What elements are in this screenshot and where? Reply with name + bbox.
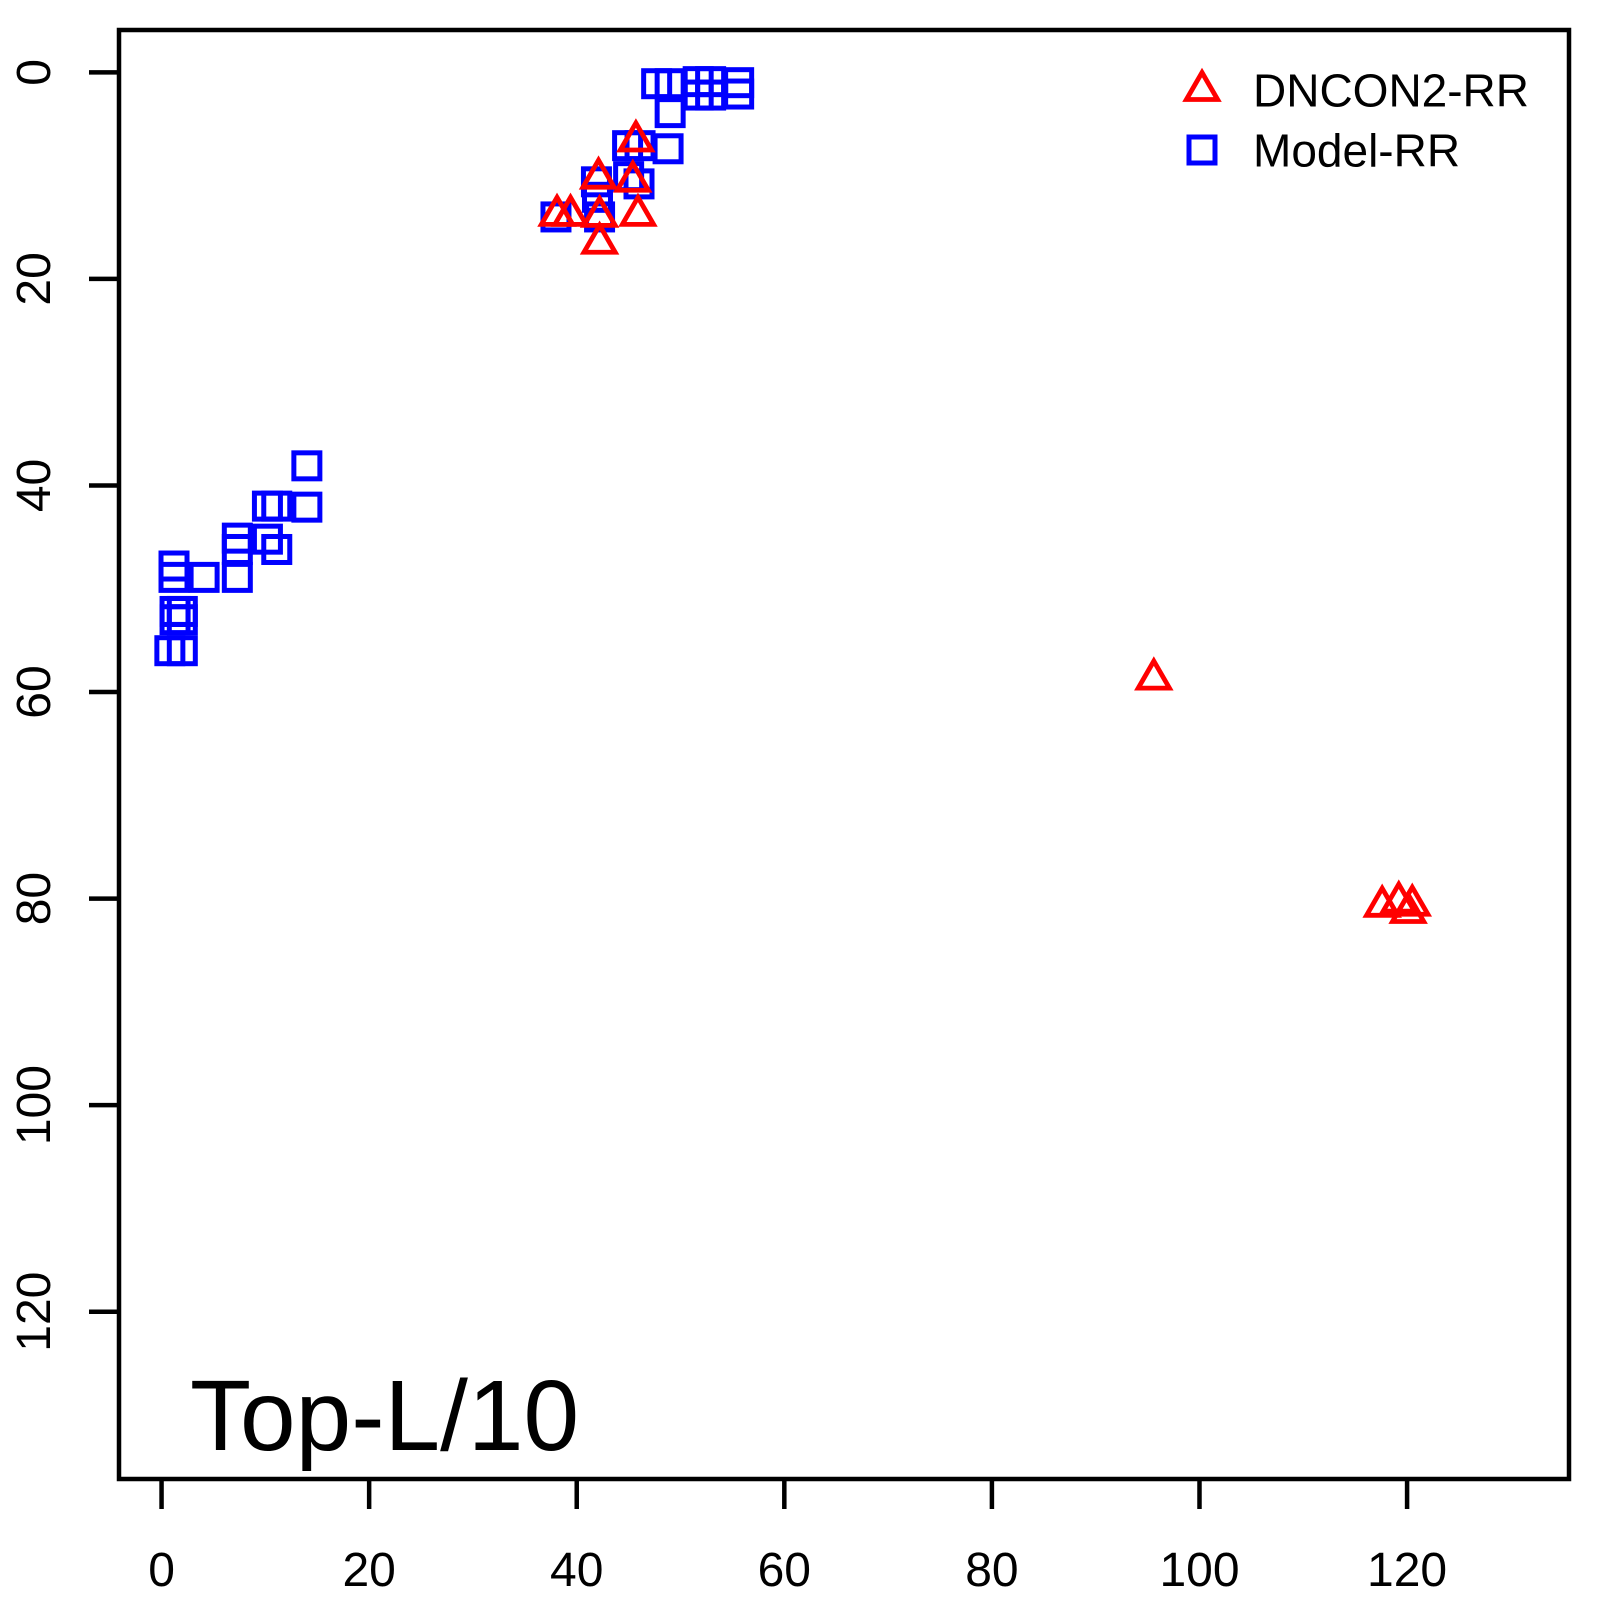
x-tick-label: 100 [1159,1544,1239,1597]
data-point-dncon2-rr [1388,889,1428,924]
data-point-model-rr [581,181,613,213]
data-point-model-rr [166,635,198,667]
data-point-model-rr [291,450,323,482]
y-tick-label: 20 [8,252,61,305]
x-tick-label: 0 [148,1544,175,1597]
y-tick-label: 100 [8,1065,61,1145]
x-axis: 0 20 40 60 80 100 120 [148,1479,1447,1597]
data-point-model-rr [159,595,191,627]
x-tick-label: 60 [758,1544,811,1597]
data-point-model-rr [221,561,253,593]
legend-item-model-rr: Model-RR [1186,125,1460,177]
data-points [154,66,1433,924]
data-point-dncon2-rr [616,118,656,153]
series-dncon2-rr [537,118,1433,924]
x-tick-label: 80 [965,1544,1018,1597]
data-point-dncon2-rr [613,158,653,193]
data-point-dncon2-rr [550,192,591,227]
data-point-dncon2-rr [579,220,620,255]
data-point-model-rr [291,491,323,523]
triangle-open-icon [1182,67,1222,102]
annotation-top-l10: Top-L/10 [190,1360,579,1472]
data-point-dncon2-rr [578,155,619,190]
data-point-model-rr [166,604,198,636]
x-tick-label: 20 [342,1544,395,1597]
data-point-model-rr [251,523,283,555]
legend: DNCON2-RR Model-RR [1182,65,1529,177]
plot-border [116,27,1572,1482]
data-point-model-rr [261,490,293,522]
data-point-dncon2-rr [618,192,658,227]
data-point-model-rr [251,490,283,522]
data-point-model-rr [723,78,755,110]
x-tick-label: 40 [550,1544,603,1597]
y-axis: 0 20 40 60 80 100 120 [8,59,119,1352]
data-point-dncon2-rr [1134,656,1174,691]
legend-item-dncon2-rr: DNCON2-RR [1182,65,1529,117]
y-tick-label: 80 [8,872,61,925]
y-tick-label: 60 [8,665,61,718]
legend-label-model-rr: Model-RR [1253,125,1460,177]
y-tick-label: 0 [8,59,61,86]
data-point-model-rr [166,595,198,627]
x-tick-label: 120 [1367,1544,1447,1597]
data-point-model-rr [654,97,686,129]
y-tick-label: 40 [8,459,61,512]
square-open-icon [1186,134,1218,166]
data-point-model-rr [261,533,293,565]
data-point-model-rr [159,604,191,636]
legend-label-dncon2-rr: DNCON2-RR [1253,65,1529,117]
series-model-rr [154,66,755,667]
data-point-model-rr [652,133,684,165]
data-point-model-rr [188,561,220,593]
y-tick-label: 120 [8,1272,61,1352]
data-point-model-rr [158,561,190,593]
